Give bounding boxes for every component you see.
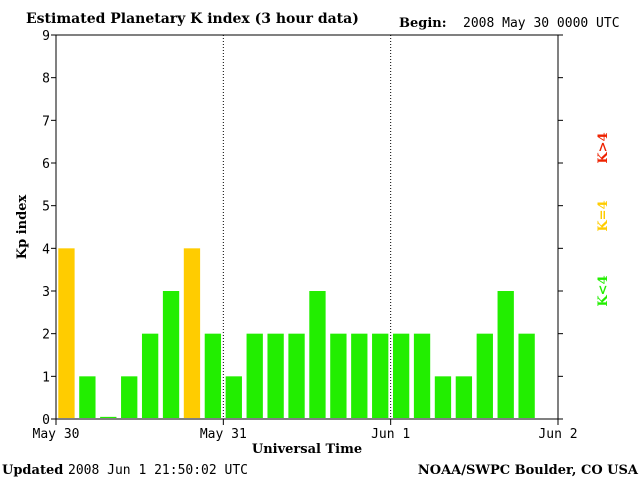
kp-bar: [162, 291, 180, 418]
kp-bar: [351, 333, 368, 418]
plot-frame: [55, 34, 559, 420]
kp-bar: [330, 333, 347, 418]
y-tick-label: 8: [42, 72, 50, 87]
y-tick-label: 6: [42, 157, 50, 172]
source-credit: NOAA/SWPC Boulder, CO USA: [418, 463, 639, 478]
kp-bar: [434, 376, 452, 418]
updated-value: 2008 Jun 1 21:50:02 UTC: [68, 463, 248, 478]
x-axis-ticks: May 30 May 31 Jun 1 Jun 2: [33, 419, 578, 442]
x-tick-label: Jun 1: [371, 427, 410, 442]
bars-group: [58, 248, 535, 418]
kp-bar: [100, 416, 117, 418]
kp-bar: [309, 291, 326, 418]
x-tick-label: May 30: [33, 427, 80, 442]
y-tick-label: 9: [42, 29, 50, 44]
y-tick-label: 4: [42, 242, 50, 257]
kp-bar: [225, 376, 242, 418]
kp-bar: [455, 376, 473, 418]
kp-bar: [141, 333, 159, 418]
kp-bar: [58, 248, 75, 418]
kp-bar: [121, 376, 138, 418]
y-tick-label: 1: [42, 370, 50, 385]
kp-bar: [79, 376, 96, 418]
kp-bar: [476, 333, 493, 418]
y-tick-label: 2: [42, 328, 50, 343]
y-tick-label: 0: [42, 413, 50, 428]
kp-bar: [518, 333, 535, 418]
kp-bar: [183, 248, 201, 418]
x-tick-label: Jun 2: [538, 427, 577, 442]
legend-k-gt4: K>4: [596, 132, 611, 163]
x-axis-label: Universal Time: [252, 442, 362, 457]
begin-value: 2008 May 30 0000 UTC: [463, 16, 620, 31]
kp-bar: [267, 333, 284, 418]
kp-bar: [497, 291, 514, 418]
plot-area: 0 1 2 3 4 5 6 7 8 9 May 30 May 31 Jun 1 Jun 2: [33, 29, 578, 442]
kp-bar: [204, 333, 222, 418]
kp-bar: [372, 333, 389, 418]
x-tick-label: May 31: [200, 427, 247, 442]
y-tick-label: 5: [42, 200, 50, 215]
kp-bar: [246, 333, 263, 418]
y-axis-label: Kp index: [15, 195, 30, 260]
legend-k-eq4: K=4: [596, 200, 611, 231]
kp-bar: [392, 333, 410, 418]
updated-label: Updated: [2, 463, 63, 478]
kp-bar: [413, 333, 431, 418]
chart-title: Estimated Planetary K index (3 hour data…: [26, 11, 359, 27]
begin-label: Begin:: [399, 16, 447, 31]
kp-bar: [288, 333, 305, 418]
y-tick-label: 7: [42, 114, 50, 129]
day-grid-lines: [222, 35, 392, 419]
legend: K>4 K=4 K<4: [596, 132, 611, 306]
y-tick-label: 3: [42, 285, 50, 300]
legend-k-lt4: K<4: [596, 275, 611, 306]
y-axis-ticks: 0 1 2 3 4 5 6 7 8 9: [42, 29, 563, 428]
